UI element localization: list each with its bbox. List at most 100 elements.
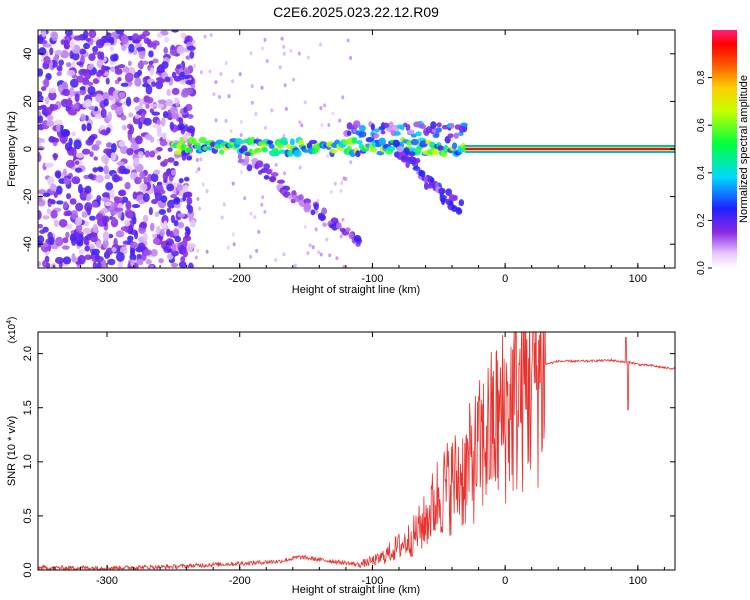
snr-y-tick-label: 0.0	[22, 562, 34, 577]
spectrogram-cell	[157, 131, 163, 138]
spectrogram-cell	[81, 211, 88, 218]
spectrogram-cell	[91, 200, 99, 208]
spectrogram-cell	[83, 42, 91, 50]
spectrogram-cell	[169, 105, 176, 115]
spectrogram-cell	[84, 70, 92, 80]
spectrogram-cell	[41, 30, 47, 38]
spectrogram-cell	[180, 256, 186, 263]
spectrogram-cell	[102, 92, 110, 102]
spectrogram-cell	[178, 117, 184, 125]
spectrogram-cell	[344, 176, 348, 181]
spectrogram-cell	[171, 112, 180, 120]
spectrogram-cell	[184, 191, 193, 198]
spectrogram-cell	[149, 108, 155, 114]
spectrogram-cell	[227, 94, 231, 99]
spectrogram-cell	[189, 50, 195, 59]
spectrogram-cell	[254, 112, 258, 117]
spectrogram-cell	[327, 123, 331, 128]
spectrogram-cell	[410, 138, 419, 146]
spectrogram-cell	[142, 83, 151, 88]
spectrogram-x-ticks: -300 -200 -100 0 100	[53, 30, 665, 285]
spectrogram-cell	[107, 36, 115, 43]
spectrogram-cell	[100, 108, 107, 119]
spectrogram-cell	[129, 124, 135, 135]
spectrogram-cell	[38, 189, 47, 195]
spectrogram-cell	[249, 211, 253, 216]
snr-series-line	[38, 332, 675, 570]
spectrogram-cell	[38, 235, 45, 244]
spectrogram-cell	[54, 119, 63, 126]
spectrogram-cell	[143, 249, 152, 256]
spectrogram-cell	[103, 42, 112, 47]
spectrogram-cell	[408, 151, 416, 157]
spectrogram-cell	[306, 55, 310, 60]
spectrogram-cell	[154, 184, 164, 193]
snr-panel: -300 -200 -100 0 100 0.0 0.5 1.0 1.5 2.0 Height …	[6, 317, 676, 596]
spectrogram-cell	[101, 64, 106, 75]
snr-x-tick-label: -200	[229, 575, 251, 587]
spectrogram-cell	[179, 137, 185, 145]
spectrogram-cell	[335, 256, 339, 261]
spectrogram-cell	[152, 42, 157, 50]
spectrogram-y-tick-label: 40	[22, 48, 34, 60]
spectrogram-cell	[144, 150, 150, 158]
spectrogram-cell	[43, 43, 52, 48]
spectrogram-cell	[64, 30, 73, 37]
spectrogram-cell	[201, 182, 205, 187]
spectrogram-cell	[150, 249, 158, 257]
spectrogram-cell	[173, 203, 181, 209]
spectrogram-cell	[101, 197, 110, 202]
spectrogram-cell	[166, 88, 172, 97]
spectrogram-cell	[131, 204, 141, 209]
spectrogram-cell	[79, 86, 87, 91]
spectrogram-cell	[148, 50, 154, 58]
spectrogram-x-tick-label: -300	[96, 273, 118, 285]
spectrogram-cell	[76, 240, 84, 247]
spectrogram-cell	[423, 182, 429, 190]
spectrogram-cell	[89, 151, 94, 158]
spectrogram-cell	[171, 30, 180, 33]
spectrogram-cell	[169, 121, 175, 131]
spectrogram-cell	[158, 258, 164, 264]
spectrogram-cell	[102, 231, 110, 242]
spectrogram-cell	[260, 85, 264, 90]
snr-x-label: Height of straight line (km)	[292, 584, 420, 596]
colorbar-tick-label: 0.0	[696, 261, 707, 275]
spectrogram-cell	[114, 68, 123, 75]
spectrogram-cell	[132, 216, 137, 225]
spectrogram-cell	[453, 195, 458, 201]
spectrogram-cell	[118, 190, 126, 197]
spectrogram-cell	[330, 149, 338, 154]
spectrogram-cell	[195, 169, 199, 174]
spectrogram-cell	[38, 261, 42, 267]
spectrogram-cell	[184, 226, 190, 232]
spectrogram-cell	[265, 58, 269, 63]
spectrogram-cell	[163, 46, 169, 55]
spectrogram-cell	[143, 117, 152, 126]
spectrogram-cell	[308, 139, 318, 145]
spectrogram-cell	[156, 32, 163, 39]
spectrogram-cell	[105, 247, 114, 256]
spectrogram-cell	[111, 142, 117, 153]
spectrogram-cell	[174, 150, 183, 155]
spectrogram-cell	[339, 234, 343, 239]
spectrogram-cell	[96, 71, 102, 78]
spectrogram-cell	[174, 196, 181, 205]
spectrogram-cell	[183, 106, 188, 114]
spectrogram-cell	[73, 35, 83, 41]
spectrogram-cell	[38, 105, 43, 111]
spectrogram-cell	[132, 49, 138, 56]
spectrogram-cell	[187, 262, 194, 268]
spectrogram-cell	[396, 145, 404, 153]
spectrogram-cell	[169, 230, 174, 238]
spectrogram-cell	[109, 46, 114, 52]
snr-frame	[37, 331, 676, 571]
spectrogram-cell	[128, 112, 134, 118]
spectrogram-cell	[169, 49, 178, 56]
spectrogram-cell	[39, 229, 46, 234]
spectrogram-cell	[388, 121, 394, 128]
spectrogram-cell	[122, 66, 130, 73]
spectrogram-cell	[152, 237, 160, 245]
spectrogram-cell	[109, 189, 115, 200]
